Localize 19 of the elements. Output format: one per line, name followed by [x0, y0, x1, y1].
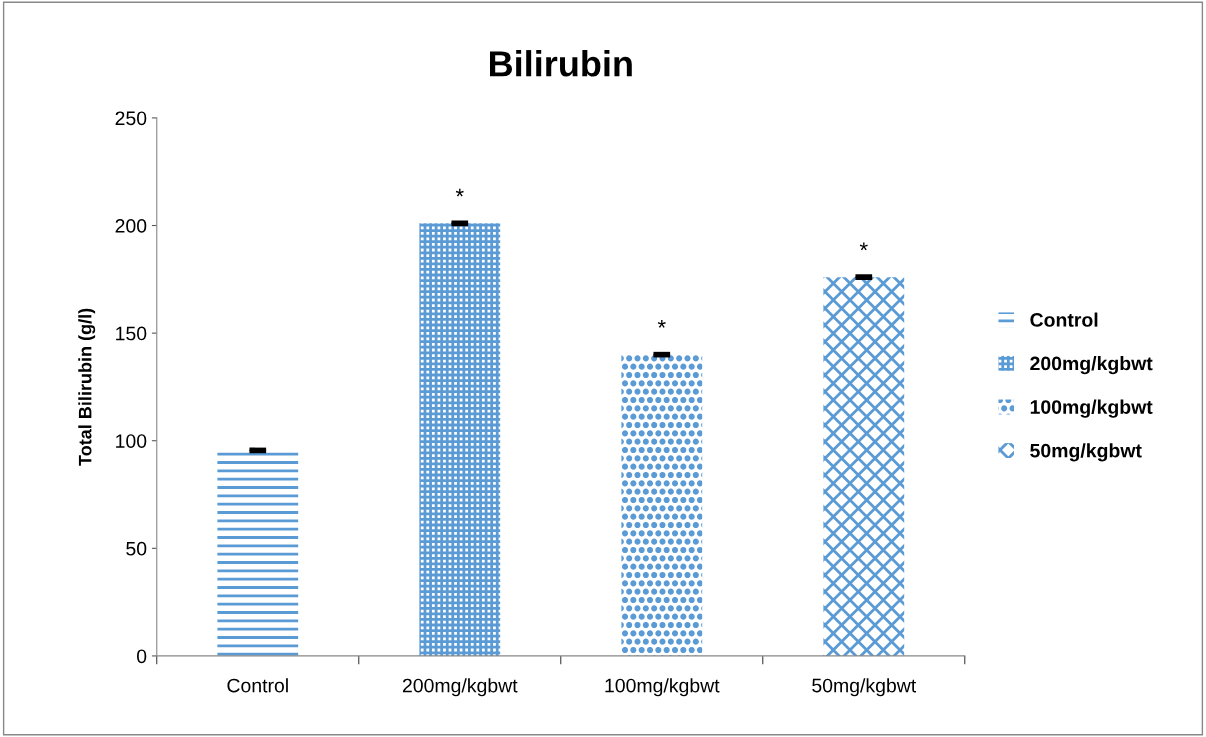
x-tick-label: 50mg/kgbwt [812, 678, 917, 697]
y-tick-label: 50 [126, 541, 147, 556]
annotation: * [657, 319, 666, 328]
y-tick-label: 150 [116, 326, 147, 341]
annotation: * [859, 242, 868, 251]
legend-label: 50mg/kgbwt [1030, 443, 1142, 462]
chart-title: Bilirubin [489, 50, 632, 77]
y-tick-label: 200 [115, 218, 147, 233]
x-tick-label: Control [227, 678, 288, 693]
x-tick-label: 200mg/kgbwt [402, 678, 518, 697]
legend-label: 200mg/kgbwt [1030, 356, 1153, 375]
y-tick-label: 250 [115, 111, 147, 126]
y-axis-title: Total Bilirubin (g/l) [78, 308, 96, 466]
annotation: * [455, 188, 464, 197]
legend-label: Control [1030, 312, 1098, 327]
y-tick-label: 0 [137, 649, 147, 664]
x-tick-label: 100mg/kgbwt [605, 678, 720, 697]
y-tick-label: 100 [116, 434, 147, 448]
legend-label: 100mg/kgbwt [1030, 399, 1153, 418]
